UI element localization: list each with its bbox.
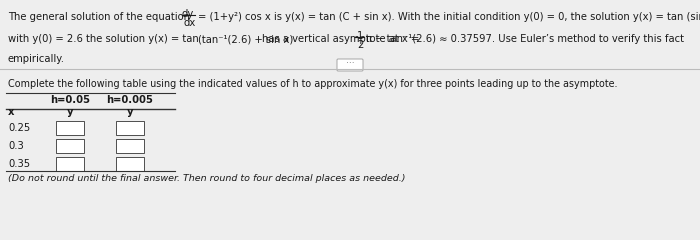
- FancyBboxPatch shape: [116, 139, 144, 153]
- Text: dx: dx: [183, 18, 195, 28]
- FancyBboxPatch shape: [56, 157, 84, 171]
- Text: π − tan⁻¹(2.6) ≈ 0.37597. Use Euler’s method to verify this fact: π − tan⁻¹(2.6) ≈ 0.37597. Use Euler’s me…: [366, 34, 684, 44]
- Text: has a vertical asymptote at x =: has a vertical asymptote at x =: [262, 34, 419, 44]
- Text: (Do not round until the final answer. Then round to four decimal places as neede: (Do not round until the final answer. Th…: [8, 174, 405, 183]
- Text: empirically.: empirically.: [8, 54, 65, 64]
- FancyBboxPatch shape: [116, 157, 144, 171]
- Text: The general solution of the equation: The general solution of the equation: [8, 12, 190, 22]
- Text: 0.3: 0.3: [8, 141, 24, 151]
- Text: h=0.05: h=0.05: [50, 95, 90, 105]
- Text: ···: ···: [346, 60, 354, 68]
- Text: = (1+y²) cos x is y(x) = tan (C + sin x). With the initial condition y(0) = 0, t: = (1+y²) cos x is y(x) = tan (C + sin x)…: [198, 12, 700, 22]
- Text: y: y: [66, 107, 74, 117]
- Text: y: y: [127, 107, 133, 117]
- Text: 0.35: 0.35: [8, 159, 30, 169]
- FancyBboxPatch shape: [56, 121, 84, 135]
- Text: (tan⁻¹(2.6) + sin x): (tan⁻¹(2.6) + sin x): [198, 34, 293, 44]
- Text: 1: 1: [357, 31, 363, 41]
- Text: Complete the following table using the indicated values of h to approximate y(x): Complete the following table using the i…: [8, 79, 617, 89]
- Text: 2: 2: [357, 40, 363, 50]
- Text: with y(0) = 2.6 the solution y(x) = tan: with y(0) = 2.6 the solution y(x) = tan: [8, 34, 199, 44]
- Text: x: x: [8, 107, 15, 117]
- FancyBboxPatch shape: [56, 139, 84, 153]
- Text: h=0.005: h=0.005: [106, 95, 153, 105]
- FancyBboxPatch shape: [337, 59, 363, 71]
- FancyBboxPatch shape: [116, 121, 144, 135]
- Text: dy: dy: [182, 9, 195, 19]
- Text: 0.25: 0.25: [8, 123, 30, 133]
